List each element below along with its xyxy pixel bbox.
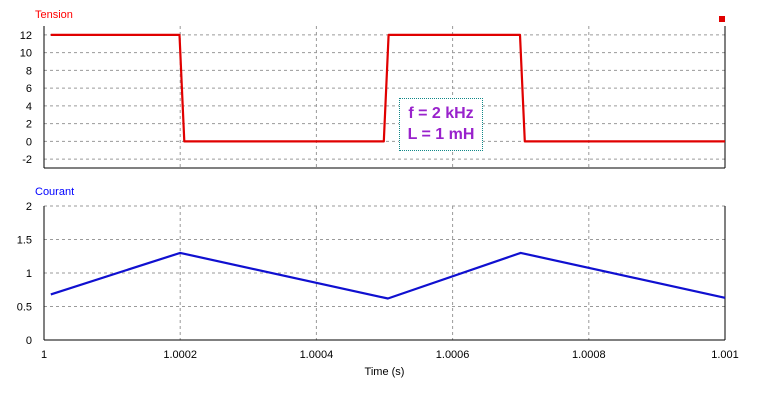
- tension-y-tick-label: -2: [22, 154, 32, 166]
- courant-y-tick-label: 1.5: [17, 235, 32, 247]
- tension-y-tick-label: 2: [26, 119, 32, 131]
- annotation-box: f = 2 kHz L = 1 mH: [399, 98, 483, 151]
- courant-y-tick-label: 0.5: [17, 302, 32, 314]
- courant-y-tick-label: 0: [26, 335, 32, 347]
- courant-y-tick-label: 1: [26, 268, 32, 280]
- courant-y-tick-label: 2: [26, 201, 32, 213]
- courant-panel-title: Courant: [35, 186, 75, 198]
- courant-x-tick-label: 1: [41, 349, 47, 361]
- courant-series-line: [50, 251, 726, 300]
- tension-y-tick-label: 4: [26, 101, 32, 113]
- tension-y-tick-label: 8: [26, 65, 32, 77]
- tension-y-tick-label: 12: [20, 30, 32, 42]
- courant-x-tick-label: 1.0004: [300, 349, 334, 361]
- tension-panel-title: Tension: [35, 9, 73, 21]
- tension-series-line: [50, 33, 725, 143]
- annotation-frequency: f = 2 kHz: [408, 105, 474, 122]
- courant-x-tick-label: 1.0008: [572, 349, 606, 361]
- courant-x-tick-label: 1.0006: [436, 349, 470, 361]
- courant-x-tick-label: 1.001: [711, 349, 739, 361]
- tension-y-tick-label: 10: [20, 48, 32, 60]
- tension-y-tick-label: 6: [26, 83, 32, 95]
- courant-x-axis-label: Time (s): [365, 366, 405, 378]
- tension-y-tick-label: 0: [26, 136, 32, 148]
- courant-x-tick-label: 1.0002: [163, 349, 197, 361]
- tension-legend-marker: [719, 16, 725, 22]
- annotation-inductance: L = 1 mH: [407, 126, 475, 143]
